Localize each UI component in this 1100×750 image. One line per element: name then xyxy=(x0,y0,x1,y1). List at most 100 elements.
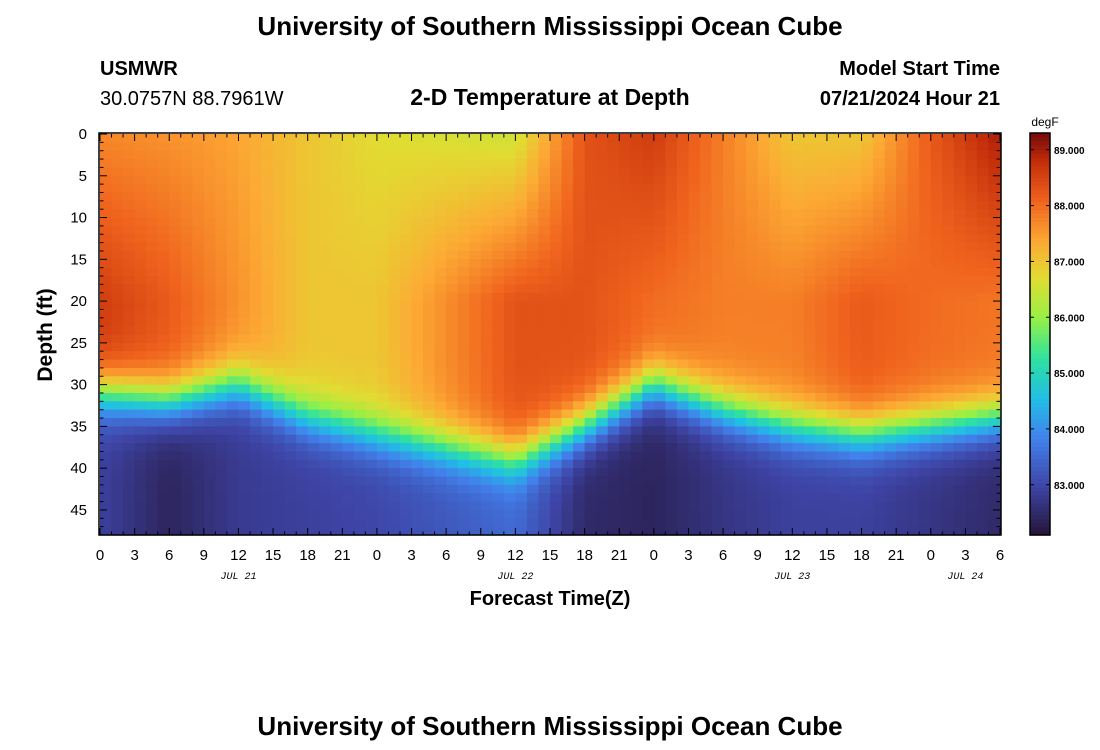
heatmap-cell xyxy=(769,267,782,277)
heatmap-cell xyxy=(988,292,1001,302)
heatmap-cell xyxy=(723,367,736,377)
heatmap-cell xyxy=(423,301,436,311)
heatmap-cell xyxy=(353,459,366,469)
heatmap-cell xyxy=(307,175,320,185)
heatmap-cell xyxy=(896,334,909,344)
heatmap-cell xyxy=(884,217,897,227)
heatmap-cell xyxy=(100,451,113,461)
heatmap-cell xyxy=(573,134,586,143)
heatmap-cell xyxy=(642,384,655,394)
heatmap-cell xyxy=(930,309,943,319)
heatmap-cell xyxy=(192,209,205,219)
heatmap-cell xyxy=(261,401,274,411)
heatmap-cell xyxy=(261,259,274,269)
heatmap-cell xyxy=(607,242,620,252)
heatmap-cell xyxy=(134,209,147,219)
heatmap-cell xyxy=(584,284,597,294)
heatmap-cell xyxy=(411,167,424,177)
heatmap-cell xyxy=(526,234,540,244)
heatmap-cell xyxy=(365,459,378,469)
heatmap-cell xyxy=(965,367,978,377)
heatmap-cell xyxy=(919,468,932,478)
heatmap-cell xyxy=(665,301,678,311)
heatmap-cell xyxy=(273,384,286,394)
heatmap-cell xyxy=(515,259,528,269)
heatmap-cell xyxy=(111,476,124,486)
heatmap-cell xyxy=(884,484,897,494)
heatmap-cell xyxy=(688,418,701,427)
heatmap-cell xyxy=(550,443,563,453)
heatmap-cell xyxy=(780,443,793,453)
heatmap-cell xyxy=(596,225,609,235)
heatmap-cell xyxy=(411,225,424,235)
heatmap-cell xyxy=(515,392,528,402)
heatmap-cell xyxy=(284,267,297,277)
heatmap-cell xyxy=(596,459,609,469)
heatmap-cell xyxy=(919,326,932,336)
heatmap-cell xyxy=(780,418,793,427)
heatmap-cell xyxy=(273,367,286,377)
heatmap-cell xyxy=(273,401,286,411)
heatmap-cell xyxy=(780,526,793,536)
heatmap-cell xyxy=(942,401,955,411)
heatmap-cell xyxy=(619,317,632,327)
heatmap-cell xyxy=(296,468,309,478)
heatmap-cell xyxy=(607,434,620,444)
heatmap-cell xyxy=(330,384,343,394)
heatmap-cell xyxy=(492,401,505,411)
heatmap-cell xyxy=(803,292,816,302)
heatmap-cell xyxy=(630,142,643,152)
heatmap-cell xyxy=(480,167,493,177)
heatmap-cell xyxy=(203,192,216,202)
heatmap-cell xyxy=(607,200,620,210)
heatmap-cell xyxy=(538,276,551,285)
heatmap-cell xyxy=(215,317,228,327)
heatmap-cell xyxy=(607,175,620,185)
heatmap-cell xyxy=(550,276,563,285)
heatmap-cell xyxy=(653,134,666,143)
heatmap-cell xyxy=(550,134,563,143)
heatmap-cell xyxy=(838,392,851,402)
heatmap-cell xyxy=(353,317,366,327)
heatmap-cell xyxy=(584,443,597,453)
heatmap-cell xyxy=(930,484,943,494)
heatmap-cell xyxy=(642,493,655,503)
heatmap-cell xyxy=(261,250,274,260)
heatmap-cell xyxy=(976,250,990,260)
heatmap-cell xyxy=(457,167,470,177)
heatmap-cell xyxy=(607,209,620,219)
heatmap-cell xyxy=(630,134,643,143)
heatmap-cell xyxy=(630,509,643,519)
heatmap-cell xyxy=(942,501,955,511)
heatmap-cell xyxy=(526,267,540,277)
heatmap-cell xyxy=(376,409,390,419)
heatmap-cell xyxy=(780,326,793,336)
heatmap-cell xyxy=(688,301,701,311)
heatmap-cell xyxy=(873,250,886,260)
heatmap-cell xyxy=(503,242,516,252)
heatmap-cell xyxy=(861,426,874,436)
heatmap-cell xyxy=(226,292,240,302)
heatmap-cell xyxy=(515,192,528,202)
heatmap-cell xyxy=(815,443,828,453)
heatmap-cell xyxy=(688,493,701,503)
heatmap-cell xyxy=(919,276,932,285)
heatmap-cell xyxy=(780,401,793,411)
heatmap-cell xyxy=(515,518,528,528)
heatmap-cell xyxy=(226,167,240,177)
heatmap-cell xyxy=(203,351,216,361)
heatmap-cell xyxy=(815,509,828,519)
heatmap-cell xyxy=(446,484,459,494)
heatmap-cell xyxy=(503,184,516,194)
heatmap-cell xyxy=(723,159,736,169)
heatmap-cell xyxy=(676,468,690,478)
heatmap-cell xyxy=(630,292,643,302)
heatmap-cell xyxy=(573,284,586,294)
heatmap-cell xyxy=(307,351,320,361)
heatmap-cell xyxy=(688,134,701,143)
heatmap-cell xyxy=(307,134,320,143)
heatmap-cell xyxy=(480,309,493,319)
heatmap-cell xyxy=(123,409,136,419)
heatmap-cell xyxy=(965,434,978,444)
heatmap-cell xyxy=(746,476,759,486)
